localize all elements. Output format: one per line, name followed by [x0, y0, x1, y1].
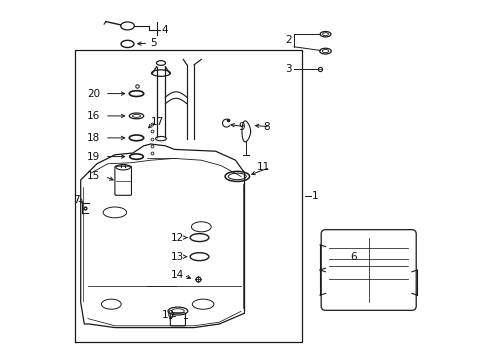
Text: 20: 20 [87, 89, 100, 99]
Text: 1: 1 [311, 191, 318, 201]
Text: 19: 19 [87, 152, 100, 162]
Text: 7: 7 [73, 195, 80, 205]
Text: 12: 12 [170, 233, 183, 243]
Text: 10: 10 [162, 310, 175, 320]
Text: 8: 8 [263, 122, 270, 132]
Text: 15: 15 [87, 171, 100, 181]
Text: 5: 5 [149, 38, 156, 48]
Text: 18: 18 [87, 133, 100, 143]
Text: 6: 6 [350, 252, 357, 262]
Text: 9: 9 [238, 122, 244, 132]
Text: 14: 14 [170, 270, 183, 280]
Text: 16: 16 [87, 111, 100, 121]
Text: 11: 11 [257, 162, 270, 172]
Text: 4: 4 [162, 25, 168, 35]
Text: 2: 2 [285, 35, 291, 45]
Text: 17: 17 [151, 117, 164, 127]
Text: 13: 13 [170, 252, 183, 262]
Text: 3: 3 [285, 64, 291, 74]
